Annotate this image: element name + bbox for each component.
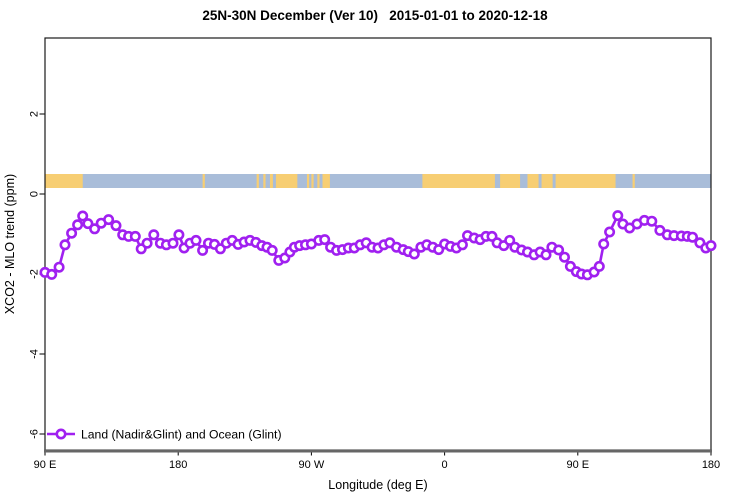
x-tick-label: 90 W — [299, 459, 325, 471]
land-strip-segment — [275, 174, 298, 188]
axis-ticks: 90 E 180 90 W 0 90 E 180 2 0 -2 -4 -6 — [29, 111, 721, 471]
y-tick-label: -2 — [29, 269, 41, 279]
land-strip-segment — [422, 174, 495, 188]
data-point-marker — [129, 230, 141, 242]
land-strip-segment — [311, 174, 314, 188]
data-point-marker — [705, 240, 717, 252]
chart-title: 25N-30N December (Ver 10) 2015-01-01 to … — [202, 8, 548, 23]
data-point-marker — [266, 244, 278, 256]
data-point-marker — [141, 237, 153, 249]
land-strip-segment — [322, 174, 330, 188]
data-point-marker — [456, 239, 468, 251]
y-tick-label: 0 — [29, 191, 41, 197]
y-tick-label: -4 — [29, 349, 41, 359]
data-point-marker — [148, 229, 160, 241]
land-strip-segment — [500, 174, 521, 188]
land-strip-segment — [555, 174, 616, 188]
x-tick-label: 90 E — [34, 459, 57, 471]
land-strip-segment — [256, 174, 259, 188]
x-tick-label: 0 — [442, 459, 448, 471]
land-strip-segment — [541, 174, 553, 188]
land-strip-segment — [317, 174, 320, 188]
data-point-marker — [110, 220, 122, 232]
y-tick-label: -6 — [29, 429, 41, 439]
legend-label: Land (Nadir&Glint) and Ocean (Glint) — [81, 428, 282, 442]
x-axis-title: Longitude (deg E) — [328, 478, 427, 492]
data-point-marker — [319, 234, 331, 246]
legend: Land (Nadir&Glint) and Ocean (Glint) — [47, 428, 282, 442]
x-tick-label: 180 — [169, 459, 187, 471]
data-point-marker — [53, 261, 65, 273]
land-strip-segment — [202, 174, 205, 188]
x-tick-label: 90 E — [566, 459, 589, 471]
data-point-marker — [72, 219, 84, 231]
data-point-marker — [558, 251, 570, 263]
y-axis-title: XCO2 - MLO trend (ppm) — [3, 174, 17, 314]
legend-circle-marker — [55, 428, 67, 440]
land-strip-segment — [306, 174, 310, 188]
data-point-marker — [604, 226, 616, 238]
land-strip-segment — [45, 174, 83, 188]
data-point-marker — [540, 249, 552, 261]
data-point-marker — [553, 244, 565, 256]
data-point-marker — [408, 248, 420, 260]
data-point-marker — [686, 231, 698, 243]
data-point-marker — [89, 223, 101, 235]
land-ocean-strip — [45, 174, 711, 188]
land-strip-segment — [263, 174, 266, 188]
data-point-marker — [598, 238, 610, 250]
data-point-marker — [59, 239, 71, 251]
land-strip-segment — [527, 174, 539, 188]
data-point-marker — [190, 234, 202, 246]
data-point-marker — [103, 214, 115, 226]
data-point-marker — [646, 215, 658, 227]
x-tick-label: 180 — [702, 459, 720, 471]
data-point-marker — [46, 268, 58, 280]
y-tick-label: 2 — [29, 111, 41, 117]
land-strip-segment — [269, 174, 273, 188]
data-series — [39, 210, 717, 281]
land-strip-segment — [632, 174, 635, 188]
data-point-marker — [167, 237, 179, 249]
data-point-marker — [82, 218, 94, 230]
data-point-marker — [593, 260, 605, 272]
data-point-marker — [504, 234, 516, 246]
data-point-marker — [77, 210, 89, 222]
data-point-marker — [173, 229, 185, 241]
data-point-marker — [197, 244, 209, 256]
data-point-marker — [66, 227, 78, 239]
data-point-marker — [612, 210, 624, 222]
